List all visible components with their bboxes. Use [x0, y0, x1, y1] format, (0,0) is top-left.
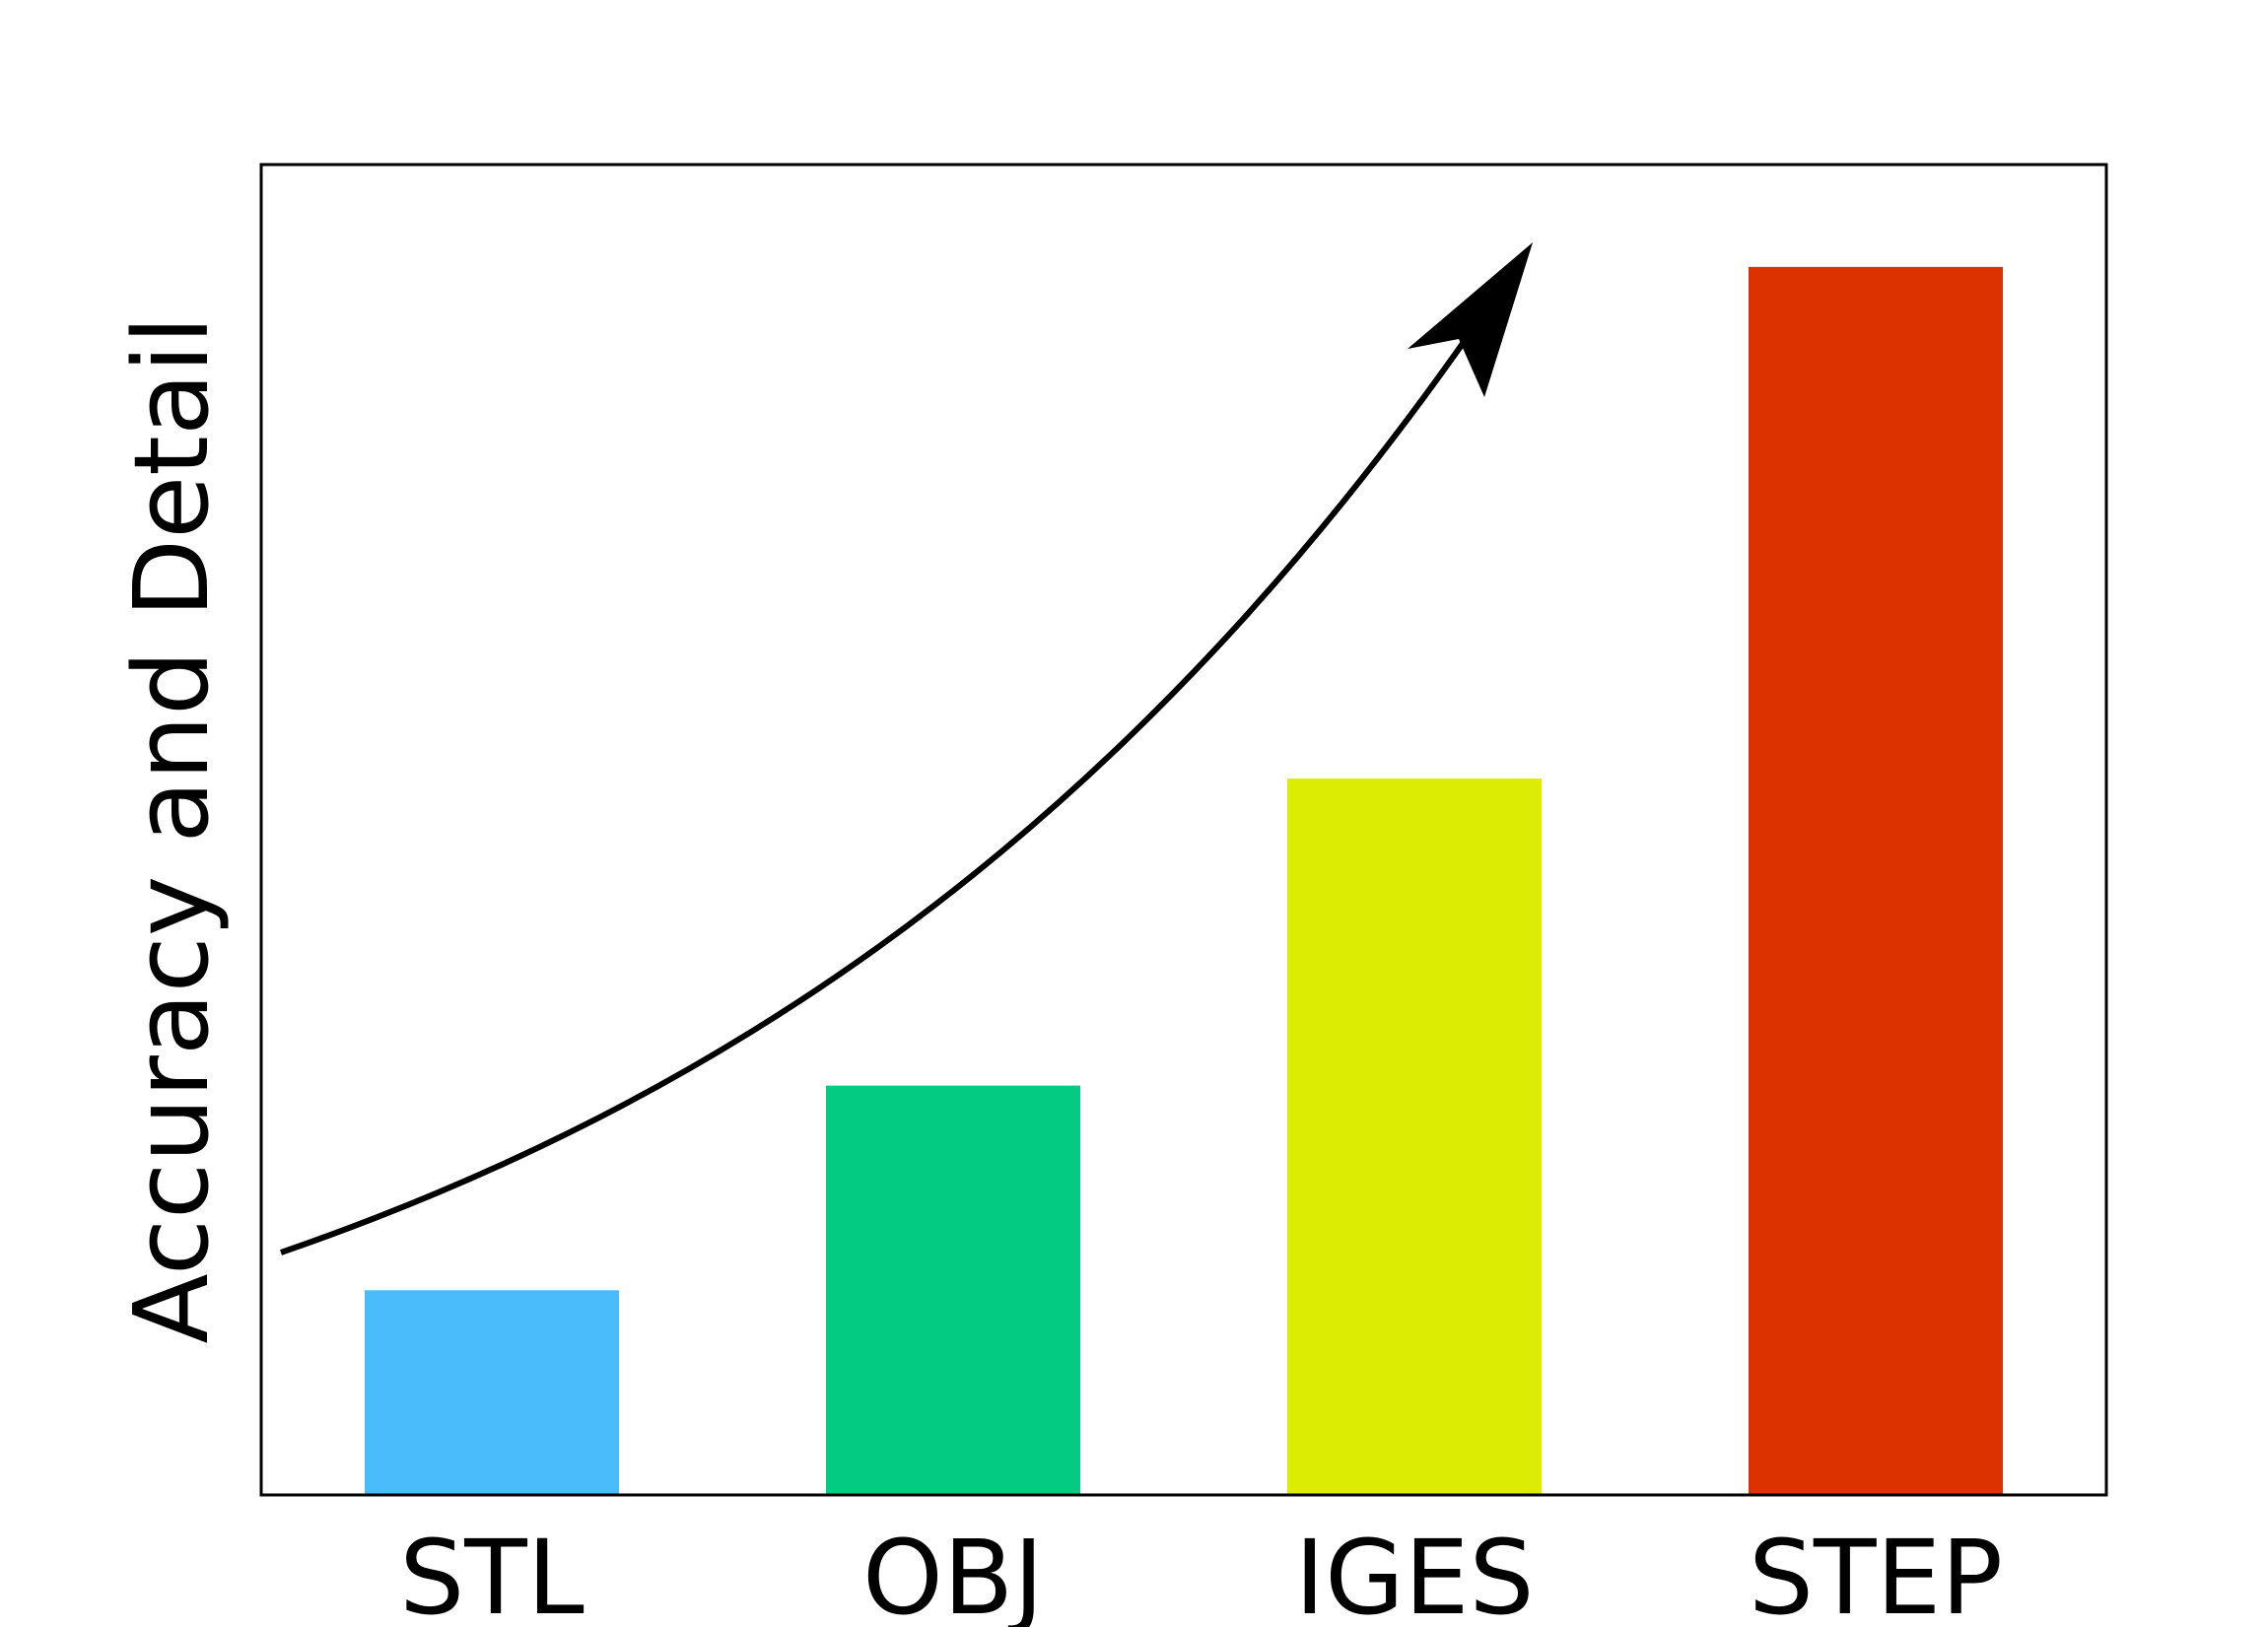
bar-obj: [826, 1085, 1080, 1495]
plot-frame: [259, 163, 2108, 1497]
bar-step: [1749, 266, 2003, 1495]
x-tick-label-step: STEP: [1749, 1518, 2003, 1627]
x-tick-label-iges: IGES: [1295, 1518, 1535, 1627]
trend-arrow-shaft: [280, 333, 1472, 1255]
trend-arrow-head: [1408, 242, 1533, 397]
x-tick-label-obj: OBJ: [862, 1518, 1044, 1627]
y-axis-label: Accuracy and Detail: [111, 316, 232, 1344]
x-tick-labels: STL OBJ IGES STEP: [399, 1518, 2003, 1627]
bar-stl: [365, 1290, 619, 1495]
trend-arrow: [280, 242, 1533, 1255]
x-tick-label-stl: STL: [399, 1518, 584, 1627]
bars-layer: [365, 266, 2003, 1495]
bar-iges: [1287, 779, 1542, 1495]
